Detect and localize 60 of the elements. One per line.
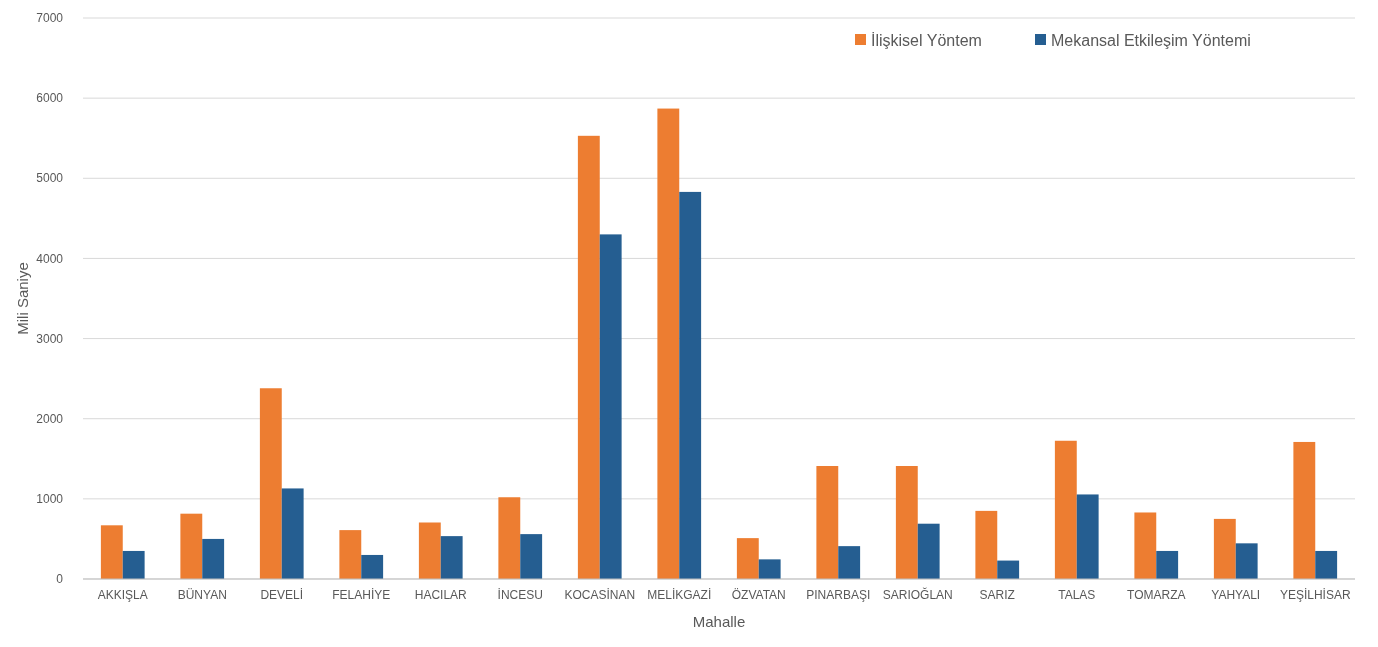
bar <box>1293 441 1316 579</box>
x-tick-label: SARIOĞLAN <box>882 587 953 602</box>
x-tick-label: TALAS <box>1058 588 1096 602</box>
x-tick-label: BÜNYAN <box>177 588 227 602</box>
bar <box>100 525 123 579</box>
y-tick-label: 6000 <box>36 91 64 106</box>
bar <box>1054 440 1077 579</box>
bar <box>1235 543 1258 579</box>
bar <box>180 513 203 579</box>
x-tick-label: DEVELİ <box>260 588 304 602</box>
y-tick-label: 2000 <box>36 411 64 426</box>
bar <box>1156 550 1179 579</box>
bar <box>657 108 680 579</box>
bar <box>1134 512 1157 579</box>
bar <box>339 530 362 579</box>
bar <box>1213 518 1236 579</box>
bar <box>122 550 145 579</box>
x-tick-label: HACILAR <box>414 588 468 602</box>
y-axis-title: Mili Saniye <box>14 262 31 335</box>
x-tick-label: YEŞİLHİSAR <box>1279 588 1351 602</box>
y-tick-label: 3000 <box>36 331 64 346</box>
bar <box>1076 494 1099 579</box>
x-tick-label: İNCESU <box>497 588 543 602</box>
bar <box>440 536 463 579</box>
x-tick-label: PINARBAŞI <box>806 588 871 602</box>
legend-label: İlişkisel Yöntem <box>871 30 982 49</box>
y-tick-label: 0 <box>56 572 64 587</box>
bar <box>917 523 940 579</box>
x-tick-label: KOCASİNAN <box>564 588 636 602</box>
bar <box>1315 550 1338 579</box>
legend-label: Mekansal Etkileşim Yöntemi <box>1051 31 1251 49</box>
y-tick-label: 1000 <box>36 492 64 507</box>
bar <box>498 497 521 579</box>
bar <box>679 191 702 579</box>
x-tick-label: SARIZ <box>979 588 1015 602</box>
y-tick-label: 7000 <box>36 11 64 26</box>
bar <box>599 234 622 579</box>
bar <box>997 560 1020 579</box>
bar <box>577 135 600 579</box>
x-tick-label: FELAHİYE <box>332 588 391 602</box>
bar <box>520 534 543 579</box>
bar <box>895 466 918 579</box>
x-tick-label: TOMARZA <box>1127 588 1186 602</box>
x-tick-label: YAHYALI <box>1211 588 1261 602</box>
bar <box>758 559 781 579</box>
x-tick-label: MELİKGAZİ <box>647 588 712 602</box>
y-tick-label: 4000 <box>36 251 64 266</box>
bar <box>418 522 441 579</box>
x-tick-label: AKKIŞLA <box>97 588 148 602</box>
bar <box>361 554 384 579</box>
bar <box>281 488 304 579</box>
bar <box>975 510 998 579</box>
bar <box>259 388 282 579</box>
bar <box>202 538 225 579</box>
x-axis-title: Mahalle <box>692 613 746 630</box>
bar <box>736 538 759 579</box>
bar <box>838 546 861 579</box>
y-tick-label: 5000 <box>36 171 64 186</box>
bar <box>816 466 839 579</box>
x-tick-label: ÖZVATAN <box>731 588 786 602</box>
